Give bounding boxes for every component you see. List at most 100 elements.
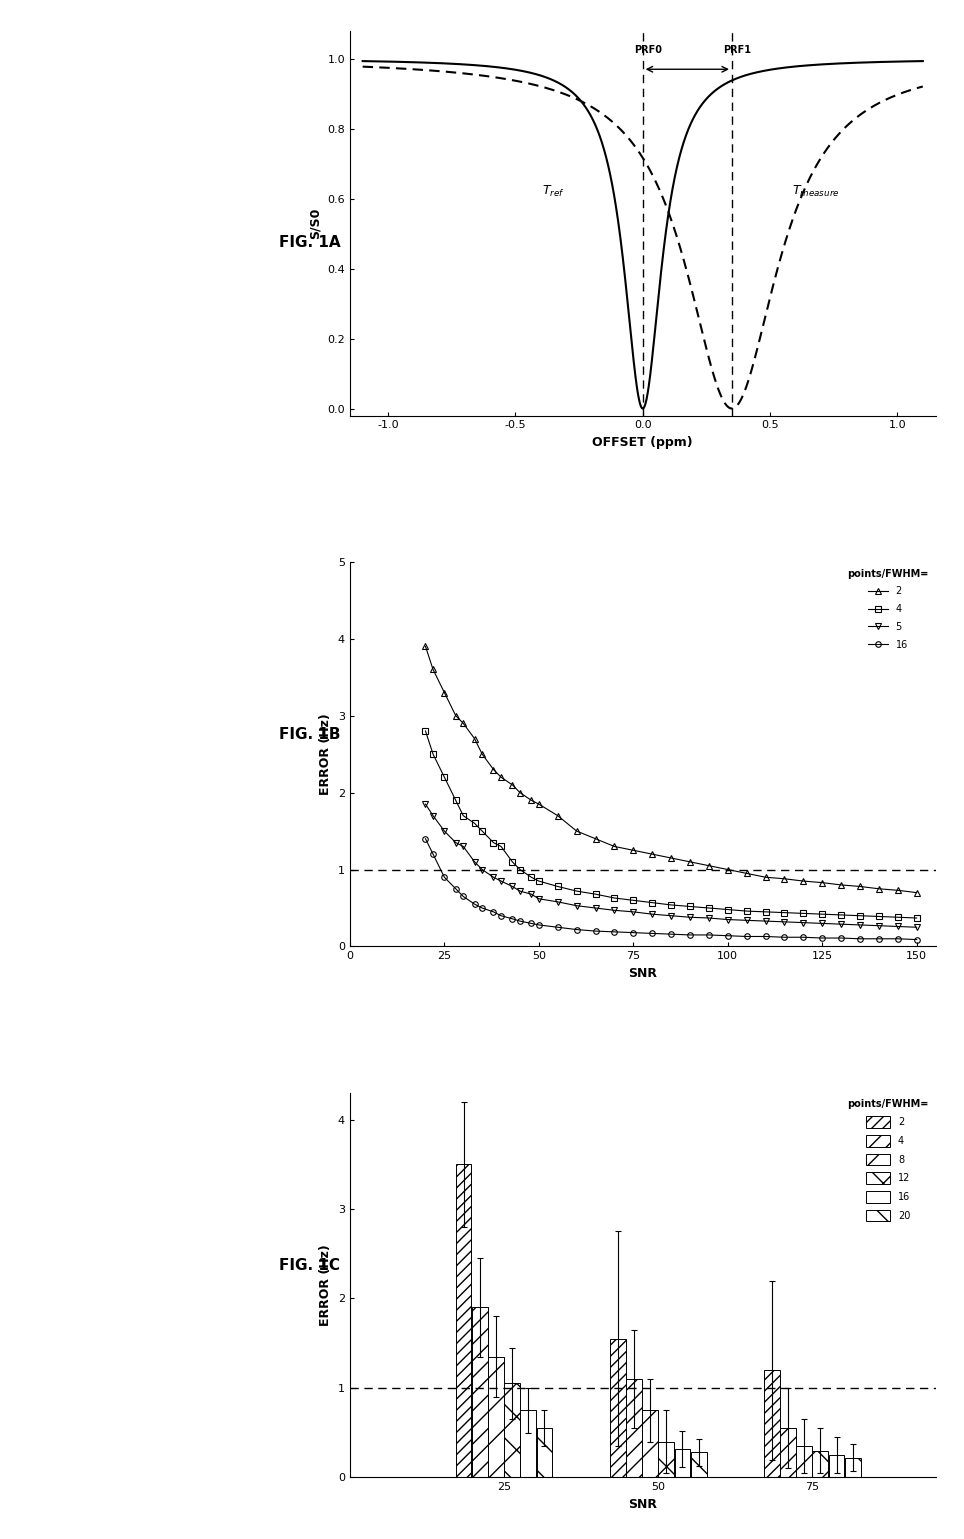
16 (797, 928, 809, 946)
2 (533, 796, 545, 814)
4 (872, 908, 884, 926)
5 (816, 914, 827, 933)
5 (683, 908, 695, 926)
5 (457, 837, 469, 856)
5 (722, 911, 734, 930)
5 (506, 877, 518, 896)
Bar (642, 1410, 657, 1477)
2 (457, 714, 469, 733)
16 (665, 925, 677, 943)
2 (835, 876, 846, 894)
2 (476, 745, 488, 763)
5 (760, 911, 771, 930)
16 (419, 830, 431, 848)
5 (514, 882, 525, 900)
Bar (763, 1370, 779, 1477)
5 (469, 853, 480, 871)
16 (646, 923, 657, 942)
5 (419, 796, 431, 814)
5 (495, 871, 506, 890)
5 (835, 914, 846, 933)
Legend: 2, 4, 8, 12, 16, 20: 2, 4, 8, 12, 16, 20 (844, 1096, 932, 1225)
4 (589, 885, 601, 903)
4 (506, 853, 518, 871)
5 (449, 834, 461, 853)
Line: 5: 5 (422, 802, 919, 930)
Bar (780, 1428, 795, 1477)
5 (910, 917, 922, 936)
2 (495, 768, 506, 786)
16 (469, 896, 480, 914)
Legend: 2, 4, 5, 16: 2, 4, 5, 16 (844, 565, 932, 654)
4 (778, 903, 790, 922)
Bar (796, 1447, 812, 1477)
16 (628, 923, 639, 942)
Bar (674, 1448, 690, 1477)
2 (589, 830, 601, 848)
2 (628, 840, 639, 859)
5 (439, 822, 450, 840)
2 (760, 868, 771, 886)
4 (571, 882, 582, 900)
5 (628, 902, 639, 920)
5 (533, 890, 545, 908)
5 (703, 908, 714, 926)
16 (683, 926, 695, 945)
5 (476, 860, 488, 879)
2 (551, 806, 563, 825)
5 (872, 916, 884, 934)
4 (722, 900, 734, 919)
Bar (488, 1357, 503, 1477)
Text: FIG. 1C: FIG. 1C (280, 1259, 340, 1273)
2 (722, 860, 734, 879)
Bar (626, 1379, 641, 1477)
Bar (504, 1384, 520, 1477)
5 (740, 911, 752, 930)
X-axis label: SNR: SNR (628, 966, 656, 980)
Bar (521, 1410, 536, 1477)
4 (551, 877, 563, 896)
2 (797, 871, 809, 890)
16 (872, 930, 884, 948)
5 (646, 905, 657, 923)
4 (665, 896, 677, 914)
Bar (609, 1339, 626, 1477)
16 (551, 917, 563, 936)
16 (533, 916, 545, 934)
5 (892, 917, 903, 936)
Text: PRF0: PRF0 (633, 45, 661, 55)
16 (740, 926, 752, 945)
2 (571, 822, 582, 840)
2 (646, 845, 657, 863)
4 (628, 891, 639, 910)
2 (608, 837, 620, 856)
4 (533, 871, 545, 890)
16 (589, 922, 601, 940)
5 (778, 913, 790, 931)
16 (910, 930, 922, 948)
4 (892, 908, 903, 926)
4 (740, 902, 752, 920)
16 (892, 930, 903, 948)
16 (439, 868, 450, 886)
Text: $T_{measure}$: $T_{measure}$ (791, 185, 840, 199)
16 (608, 923, 620, 942)
4 (910, 908, 922, 926)
16 (703, 926, 714, 945)
4 (683, 897, 695, 916)
Bar (828, 1454, 844, 1477)
Bar (658, 1442, 674, 1477)
4 (835, 905, 846, 923)
2 (439, 683, 450, 702)
16 (760, 926, 771, 945)
16 (488, 902, 499, 920)
Bar (812, 1451, 828, 1477)
2 (683, 853, 695, 871)
Bar (844, 1457, 860, 1477)
4 (525, 868, 537, 886)
4 (476, 822, 488, 840)
4 (646, 893, 657, 911)
2 (910, 883, 922, 902)
X-axis label: OFFSET (ppm): OFFSET (ppm) (592, 436, 693, 449)
16 (571, 920, 582, 939)
